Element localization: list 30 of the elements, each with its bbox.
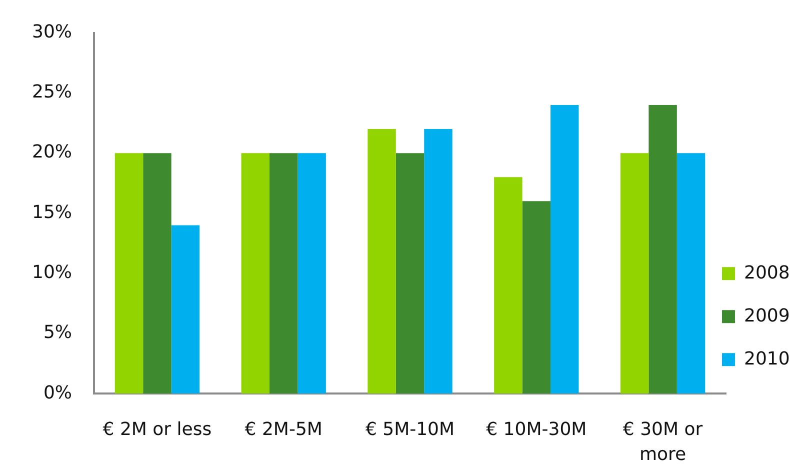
legend-label: 2010: [744, 348, 790, 370]
y-tick-label: 0%: [43, 382, 72, 404]
legend-label: 2008: [744, 262, 790, 284]
bar: [620, 153, 649, 394]
bar: [143, 153, 172, 394]
x-tick-label: € 30M or more: [622, 418, 704, 466]
x-tick-label: € 10M-30M: [486, 418, 587, 440]
bar: [648, 104, 677, 394]
bar: [171, 225, 200, 394]
bar: [298, 153, 326, 394]
y-tick-label: 20%: [32, 142, 72, 163]
bar: [424, 129, 452, 394]
y-tick-label: 30%: [32, 21, 72, 42]
bar: [241, 153, 270, 394]
y-tick-label: 10%: [32, 262, 72, 284]
bar: [494, 177, 522, 394]
x-tick-label: € 2M or less: [102, 418, 212, 440]
x-tick-label: € 2M-5M: [244, 418, 322, 440]
bar: [269, 153, 298, 394]
y-tick-label: 15%: [32, 202, 72, 223]
bar: [676, 153, 706, 394]
legend-label: 2009: [744, 305, 790, 326]
bar: [396, 153, 424, 394]
bar: [522, 201, 551, 394]
bar: [550, 104, 579, 394]
bar: [368, 129, 396, 394]
y-tick-label: 25%: [32, 82, 72, 103]
x-tick-label: € 5M-10M: [365, 418, 455, 440]
bar: [114, 153, 144, 394]
y-tick-label: 5%: [43, 322, 72, 344]
